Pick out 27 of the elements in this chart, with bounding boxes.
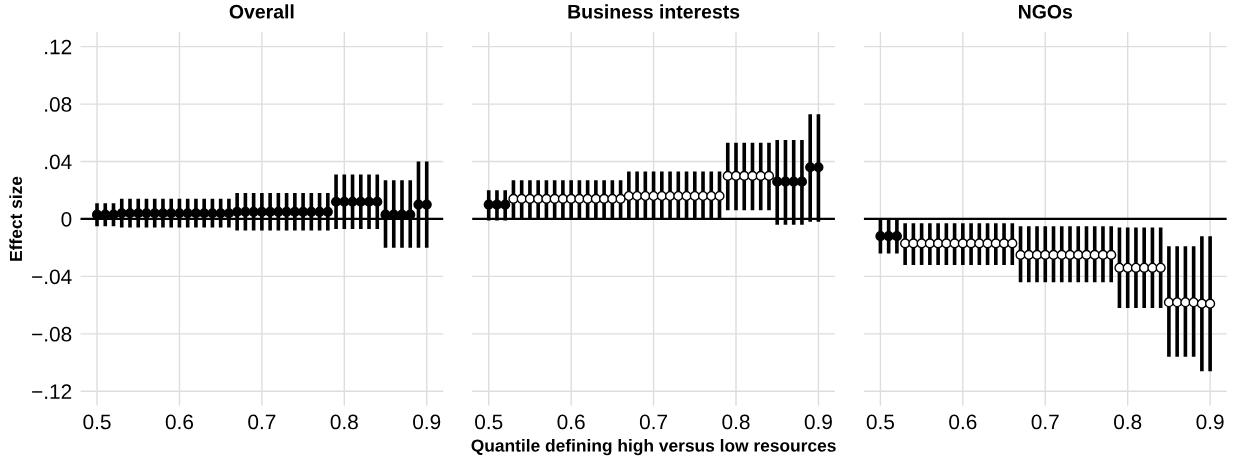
x-tick-label: 0.9	[413, 414, 441, 430]
chart-title: Overall	[229, 4, 294, 19]
y-tick-label: 0	[61, 211, 72, 227]
x-tick-label: 0.7	[248, 414, 276, 430]
x-tick-label: 0.7	[639, 414, 668, 430]
x-tick-label: 0.8	[1114, 414, 1142, 430]
x-tick-label: 0.6	[165, 414, 194, 430]
x-axis-title: Quantile defining high versus low resources	[471, 438, 836, 456]
y-tick-label: .08	[45, 97, 72, 112]
y-tick-label: −.08	[32, 326, 72, 342]
y-tick-label: −.04	[32, 269, 72, 285]
y-tick-label: −.12	[32, 384, 72, 399]
y-tick-label: .12	[45, 39, 72, 55]
y-axis-title: Effect size	[9, 176, 23, 261]
chart-title: NGOs	[1019, 4, 1073, 19]
x-tick-label: 0.5	[475, 414, 503, 430]
x-tick-label: 0.5	[866, 414, 895, 430]
x-tick-label: 0.9	[804, 414, 832, 430]
x-tick-label: 0.9	[1196, 414, 1224, 430]
x-tick-label: 0.7	[1031, 414, 1059, 430]
chart-title: Business interests	[568, 4, 740, 19]
x-tick-label: 0.5	[83, 414, 111, 430]
x-tick-label: 0.6	[557, 414, 585, 430]
y-tick-label: .04	[45, 154, 72, 170]
x-tick-label: 0.8	[722, 414, 750, 430]
x-tick-label: 0.8	[330, 414, 358, 430]
x-tick-label: 0.6	[949, 414, 977, 430]
